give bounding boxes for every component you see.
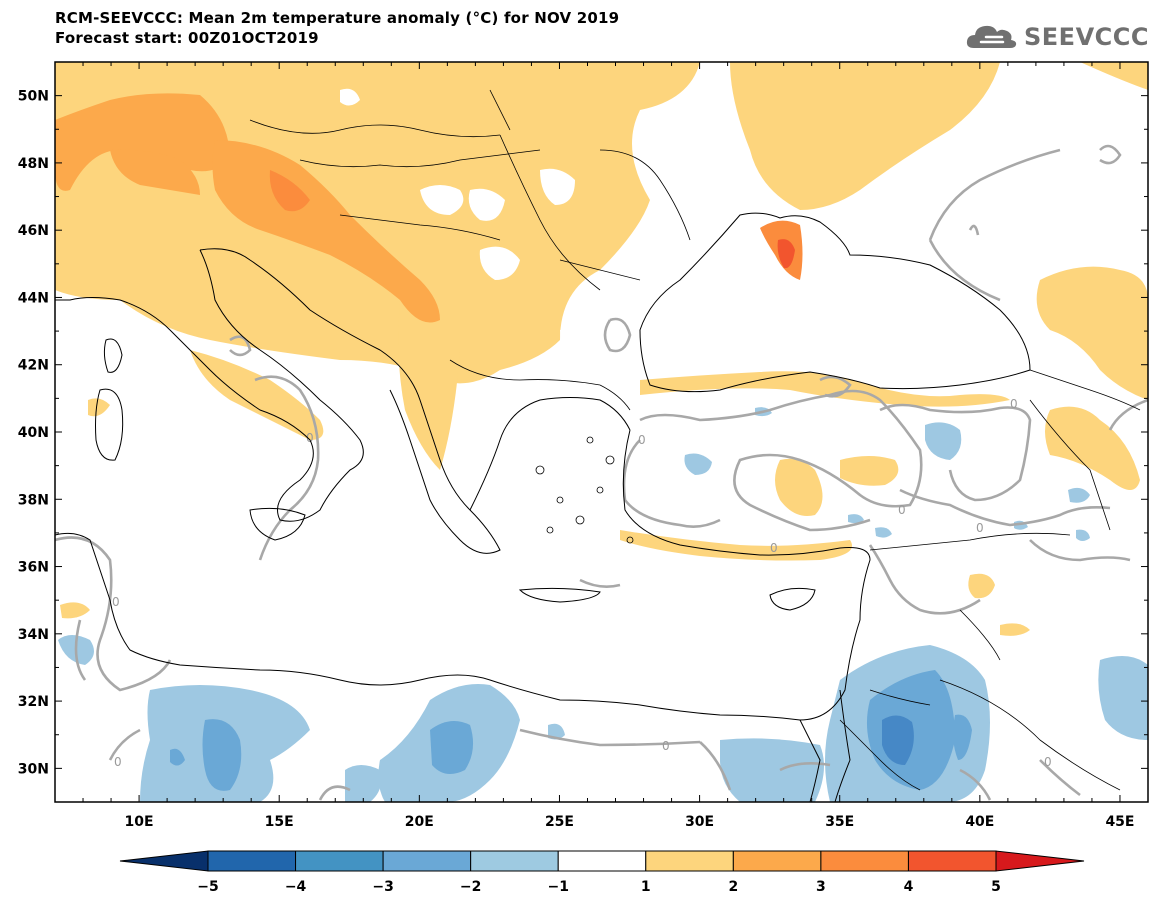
- lon-tick-label: 25E: [545, 814, 574, 830]
- colorbar-low-arrow: [119, 850, 209, 872]
- colorbar-bin: [645, 850, 734, 872]
- lon-tick-label: 15E: [265, 814, 294, 830]
- anomaly-neg3-neg4-region: [882, 715, 914, 765]
- contour-label: 0: [898, 503, 906, 517]
- lat-tick-label: 38N: [18, 492, 49, 508]
- contour-label: 0: [770, 541, 778, 555]
- lat-tick-label: 46N: [18, 223, 49, 239]
- colorbar-bin: [295, 850, 384, 872]
- colorbar-label: 2: [728, 879, 738, 895]
- colorbar-bin: [470, 850, 559, 872]
- lat-tick-label: 50N: [18, 89, 49, 105]
- zero-contour-labels: 0 0 0 0 0 0 0 0 0 0: [112, 397, 1052, 769]
- colorbar-bin: [732, 850, 822, 872]
- lat-tick-label: 48N: [18, 156, 49, 172]
- lon-tick-label: 20E: [405, 814, 434, 830]
- colorbar-label: 3: [816, 879, 826, 895]
- logo-text: SEEVCCC: [1024, 23, 1149, 51]
- colorbar-bin: [557, 850, 647, 872]
- lon-tick-label: 40E: [965, 814, 994, 830]
- colorbar-label: −2: [460, 879, 481, 895]
- colorbar-label: −1: [547, 879, 568, 895]
- title-line-1: RCM-SEEVCCC: Mean 2m temperature anomaly…: [55, 9, 620, 27]
- lat-tick-label: 42N: [18, 358, 49, 374]
- lat-tick-label: 44N: [18, 290, 49, 306]
- contour-label: 0: [638, 433, 646, 447]
- colorbar-bin: [820, 850, 909, 872]
- contour-label: 0: [112, 595, 120, 609]
- colorbar-labels: −5 −4 −3 −2 −1 1 2 3 4 5: [197, 879, 1001, 895]
- lat-tick-label: 30N: [18, 761, 49, 777]
- colorbar-label: 5: [991, 879, 1001, 895]
- colorbar-bin: [382, 850, 472, 872]
- lat-tick-label: 34N: [18, 627, 49, 643]
- lon-tick-label: 35E: [825, 814, 854, 830]
- colorbar-label: 4: [904, 879, 914, 895]
- colorbar-label: −3: [372, 879, 393, 895]
- longitude-axis: 10E 15E 20E 25E 30E 35E 40E 45E: [125, 814, 1135, 830]
- colorbar-label: −4: [285, 879, 307, 895]
- map-title: RCM-SEEVCCC: Mean 2m temperature anomaly…: [55, 8, 619, 48]
- zero-contours: [55, 144, 1148, 801]
- borders: [249, 89, 1141, 791]
- contour-label: 0: [1010, 397, 1018, 411]
- lon-tick-label: 10E: [125, 814, 154, 830]
- cloud-icon: [966, 25, 1017, 48]
- colorbar-bin: [207, 850, 297, 872]
- lon-tick-label: 45E: [1105, 814, 1134, 830]
- aegean-islands: [535, 436, 634, 544]
- latitude-axis: 50N 48N 46N 44N 42N 40N 38N 36N 34N 32N 30N: [18, 89, 49, 778]
- contour-label: 0: [662, 739, 670, 753]
- lat-tick-label: 32N: [18, 694, 49, 710]
- coastlines: [55, 212, 1031, 802]
- axis-ticks: [55, 62, 1148, 802]
- seevccc-logo: SEEVCCC: [964, 22, 1149, 52]
- lat-tick-label: 40N: [18, 425, 49, 441]
- title-line-2: Forecast start: 00Z01OCT2019: [55, 29, 319, 47]
- contour-label: 0: [114, 755, 122, 769]
- colorbar-label: 1: [641, 879, 651, 895]
- lat-tick-label: 36N: [18, 560, 49, 576]
- colorbar-high-arrow: [995, 850, 1085, 872]
- map-panel: 0 0 0 0 0 0 0 0 0 0: [55, 62, 1148, 802]
- lon-tick-label: 30E: [685, 814, 714, 830]
- anomaly-2-3-region: [55, 93, 440, 323]
- contour-label: 0: [976, 521, 984, 535]
- colorbar-label: −5: [197, 879, 218, 895]
- colorbar-bin: [907, 850, 997, 872]
- contour-label: 0: [1044, 755, 1052, 769]
- anomaly-4-5-region: [777, 239, 795, 269]
- contour-label: 0: [306, 431, 314, 445]
- colorbar: [119, 850, 1085, 872]
- neutral-patches: [340, 88, 600, 365]
